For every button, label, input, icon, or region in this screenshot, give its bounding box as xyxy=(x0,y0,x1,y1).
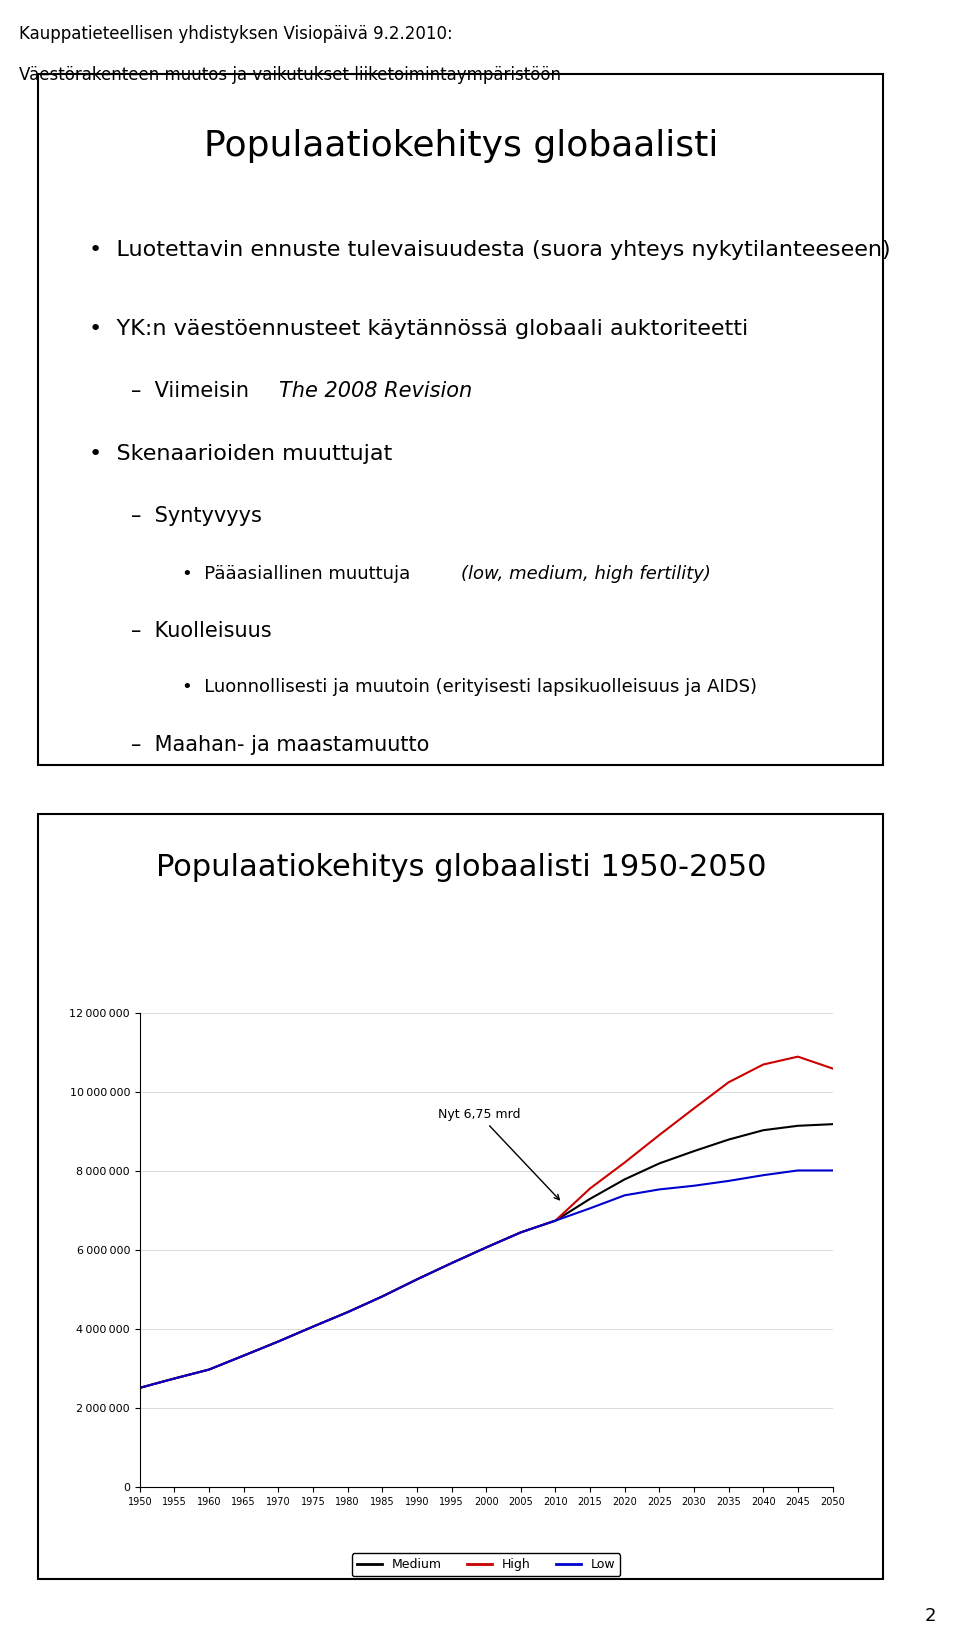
Medium xyxy=(445,1253,457,1273)
Low xyxy=(273,1331,284,1351)
Low xyxy=(515,1222,526,1242)
Text: Kauppatieteellisen yhdistyksen Visiopäivä 9.2.2010:: Kauppatieteellisen yhdistyksen Visiopäiv… xyxy=(19,25,453,43)
Text: Väestörakenteen muutos ja vaikutukset liiketoimintaympäristöön: Väestörakenteen muutos ja vaikutukset li… xyxy=(19,66,562,84)
Medium xyxy=(411,1270,422,1290)
Medium xyxy=(654,1153,665,1173)
Legend: Medium, High, Low: Medium, High, Low xyxy=(352,1553,620,1576)
Medium xyxy=(307,1316,319,1336)
High xyxy=(169,1369,180,1388)
High xyxy=(723,1073,734,1092)
Low xyxy=(411,1270,422,1290)
Low xyxy=(550,1211,562,1230)
Low xyxy=(445,1253,457,1273)
Text: •  YK:n väestöennusteet käytännössä globaali auktoriteetti: • YK:n väestöennusteet käytännössä globa… xyxy=(89,319,749,339)
Low xyxy=(134,1379,146,1398)
Text: •  Luotettavin ennuste tulevaisuudesta (suora yhteys nykytilanteeseen): • Luotettavin ennuste tulevaisuudesta (s… xyxy=(89,240,891,260)
High xyxy=(654,1125,665,1145)
Medium xyxy=(376,1286,388,1306)
Line: High: High xyxy=(140,1056,832,1388)
Low xyxy=(792,1161,804,1181)
FancyBboxPatch shape xyxy=(38,74,883,765)
High xyxy=(792,1046,804,1066)
Text: –  Syntyvyys: – Syntyvyys xyxy=(132,505,262,526)
Text: Nyt 6,75 mrd: Nyt 6,75 mrd xyxy=(438,1109,560,1199)
Low xyxy=(827,1161,838,1181)
High xyxy=(619,1153,631,1173)
Medium xyxy=(827,1114,838,1133)
Medium xyxy=(619,1170,631,1189)
Low xyxy=(688,1176,700,1196)
Medium xyxy=(238,1346,250,1365)
Low xyxy=(757,1165,769,1184)
Line: Low: Low xyxy=(140,1171,832,1388)
Medium xyxy=(515,1222,526,1242)
Low xyxy=(585,1199,596,1219)
High xyxy=(411,1270,422,1290)
Text: •  Luonnollisesti ja muutoin (erityisesti lapsikuolleisuus ja AIDS): • Luonnollisesti ja muutoin (erityisesti… xyxy=(182,678,757,696)
Medium xyxy=(204,1360,215,1380)
High xyxy=(134,1379,146,1398)
Text: •  Skenaarioiden muuttujat: • Skenaarioiden muuttujat xyxy=(89,444,393,464)
Text: –  Maahan- ja maastamuutto: – Maahan- ja maastamuutto xyxy=(132,735,430,755)
Text: (low, medium, high fertility): (low, medium, high fertility) xyxy=(461,564,710,582)
High xyxy=(376,1286,388,1306)
Medium xyxy=(550,1211,562,1230)
High xyxy=(585,1178,596,1198)
Low xyxy=(169,1369,180,1388)
High xyxy=(445,1253,457,1273)
Low xyxy=(204,1360,215,1380)
High xyxy=(342,1303,353,1323)
FancyBboxPatch shape xyxy=(38,814,883,1579)
Medium xyxy=(585,1189,596,1209)
Low xyxy=(307,1316,319,1336)
Text: –  Kuolleisuus: – Kuolleisuus xyxy=(132,622,272,642)
Text: •  Pääasiallinen muuttuja: • Pääasiallinen muuttuja xyxy=(182,564,416,582)
High xyxy=(515,1222,526,1242)
Medium xyxy=(757,1120,769,1140)
Line: Medium: Medium xyxy=(140,1124,832,1388)
Medium xyxy=(792,1115,804,1135)
Medium xyxy=(169,1369,180,1388)
Text: The 2008 Revision: The 2008 Revision xyxy=(279,382,472,401)
Medium xyxy=(273,1331,284,1351)
High xyxy=(757,1054,769,1074)
Low xyxy=(342,1303,353,1323)
Low xyxy=(480,1237,492,1257)
Medium xyxy=(723,1130,734,1150)
High xyxy=(307,1316,319,1336)
Medium xyxy=(480,1237,492,1257)
High xyxy=(827,1059,838,1079)
Text: –  Viimeisin: – Viimeisin xyxy=(132,382,256,401)
Low xyxy=(619,1186,631,1206)
High xyxy=(273,1331,284,1351)
High xyxy=(480,1237,492,1257)
High xyxy=(238,1346,250,1365)
Low xyxy=(238,1346,250,1365)
High xyxy=(204,1360,215,1380)
Low xyxy=(654,1179,665,1199)
Low xyxy=(376,1286,388,1306)
Text: Populaatiokehitys globaalisti 1950-2050: Populaatiokehitys globaalisti 1950-2050 xyxy=(156,852,766,882)
Medium xyxy=(342,1303,353,1323)
Text: 2: 2 xyxy=(924,1607,936,1625)
High xyxy=(688,1099,700,1119)
Text: Populaatiokehitys globaalisti: Populaatiokehitys globaalisti xyxy=(204,130,718,163)
Medium xyxy=(134,1379,146,1398)
Medium xyxy=(688,1142,700,1161)
High xyxy=(550,1211,562,1230)
Low xyxy=(723,1171,734,1191)
